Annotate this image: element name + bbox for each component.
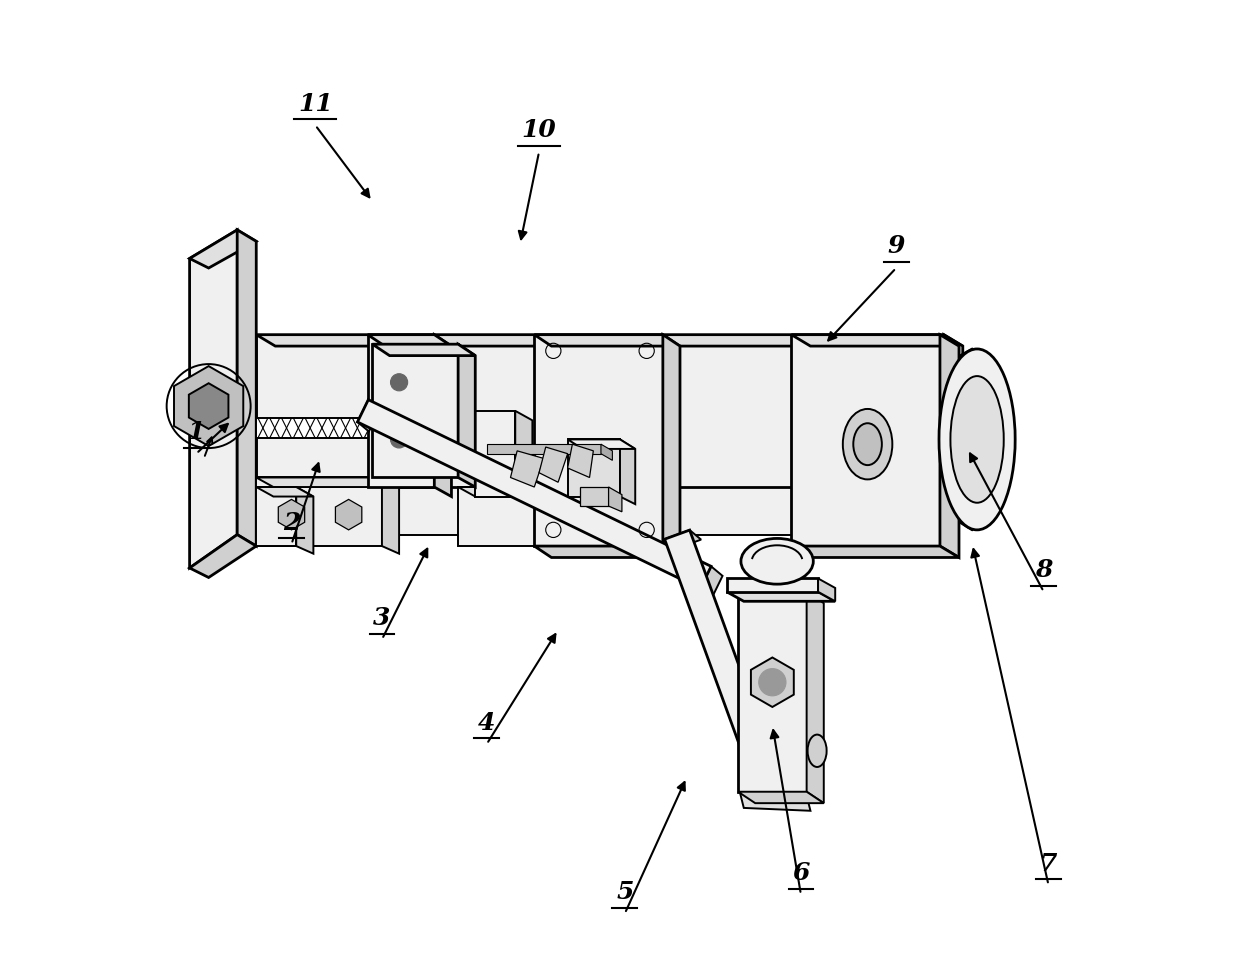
Polygon shape	[609, 487, 622, 512]
Polygon shape	[237, 478, 944, 487]
Text: 7: 7	[1040, 852, 1058, 876]
Polygon shape	[791, 334, 959, 346]
Ellipse shape	[950, 376, 1003, 502]
Polygon shape	[539, 487, 557, 554]
Polygon shape	[620, 439, 635, 504]
Polygon shape	[944, 334, 962, 499]
Polygon shape	[534, 334, 680, 346]
Polygon shape	[382, 478, 399, 554]
Polygon shape	[539, 447, 568, 482]
Polygon shape	[357, 400, 711, 588]
Polygon shape	[188, 383, 228, 429]
Polygon shape	[237, 478, 925, 535]
Text: 10: 10	[522, 118, 557, 142]
Polygon shape	[665, 530, 701, 549]
Polygon shape	[663, 334, 680, 558]
Polygon shape	[357, 400, 379, 432]
Polygon shape	[739, 789, 811, 811]
Polygon shape	[534, 334, 663, 546]
Polygon shape	[257, 334, 962, 346]
Text: 9: 9	[888, 235, 905, 259]
Polygon shape	[791, 546, 959, 558]
Polygon shape	[475, 411, 516, 497]
Polygon shape	[257, 487, 314, 497]
Circle shape	[391, 373, 408, 391]
Polygon shape	[738, 592, 807, 792]
Ellipse shape	[939, 349, 1016, 530]
Polygon shape	[807, 592, 823, 803]
Polygon shape	[257, 487, 296, 546]
Text: 11: 11	[298, 92, 332, 116]
Text: 4: 4	[477, 711, 495, 734]
Polygon shape	[434, 334, 451, 497]
Ellipse shape	[853, 423, 882, 465]
Polygon shape	[190, 230, 237, 568]
Polygon shape	[727, 592, 836, 602]
Polygon shape	[925, 478, 944, 546]
Polygon shape	[940, 334, 959, 558]
Polygon shape	[257, 478, 399, 487]
Polygon shape	[257, 334, 944, 487]
Text: 1: 1	[187, 420, 205, 444]
Polygon shape	[458, 487, 557, 497]
Text: 8: 8	[1035, 559, 1053, 583]
Polygon shape	[727, 579, 818, 592]
Polygon shape	[516, 411, 532, 506]
Polygon shape	[458, 487, 539, 546]
Ellipse shape	[843, 409, 893, 479]
Polygon shape	[190, 535, 257, 578]
Polygon shape	[237, 230, 257, 546]
Polygon shape	[601, 444, 613, 460]
Polygon shape	[665, 530, 785, 801]
Polygon shape	[751, 657, 794, 707]
Text: 2: 2	[283, 511, 300, 535]
Polygon shape	[458, 344, 475, 487]
Text: 3: 3	[373, 605, 391, 630]
Text: 6: 6	[792, 861, 810, 885]
Circle shape	[391, 431, 408, 448]
Polygon shape	[190, 230, 257, 268]
Polygon shape	[257, 478, 382, 546]
Polygon shape	[534, 546, 680, 558]
Polygon shape	[568, 444, 593, 478]
Polygon shape	[336, 499, 362, 530]
Polygon shape	[174, 366, 243, 446]
Polygon shape	[257, 418, 496, 437]
Polygon shape	[384, 365, 414, 399]
Polygon shape	[568, 439, 620, 497]
Polygon shape	[511, 451, 544, 487]
Polygon shape	[278, 499, 305, 530]
Circle shape	[759, 668, 786, 696]
Polygon shape	[580, 487, 609, 506]
Polygon shape	[701, 566, 723, 598]
Ellipse shape	[807, 734, 827, 767]
Polygon shape	[818, 579, 836, 602]
Polygon shape	[486, 444, 601, 454]
Polygon shape	[738, 792, 823, 803]
Polygon shape	[791, 334, 940, 546]
Polygon shape	[296, 487, 314, 554]
Polygon shape	[372, 344, 458, 478]
Polygon shape	[368, 334, 434, 487]
Polygon shape	[384, 422, 414, 456]
Polygon shape	[372, 344, 475, 355]
Polygon shape	[368, 334, 451, 346]
Polygon shape	[568, 439, 635, 449]
Text: 5: 5	[616, 881, 634, 904]
Ellipse shape	[742, 539, 813, 584]
